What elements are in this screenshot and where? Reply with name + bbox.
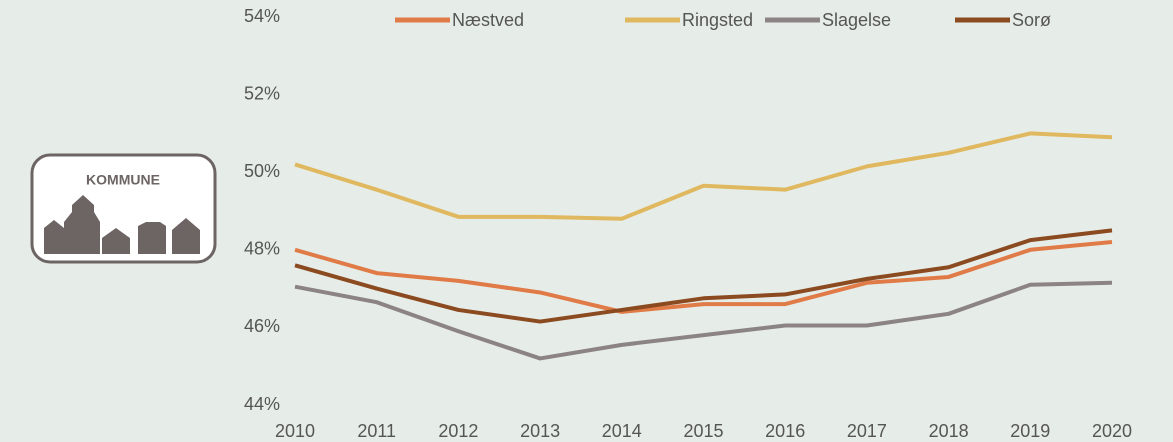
x-tick-label: 2016 [765, 421, 805, 441]
y-tick-label: 52% [244, 83, 280, 103]
x-tick-label: 2019 [1010, 421, 1050, 441]
logo-buildings [44, 195, 200, 254]
legend-label: Næstved [452, 10, 524, 30]
y-tick-label: 48% [244, 239, 280, 259]
series-line [294, 228, 1113, 324]
x-tick-label: 2015 [683, 421, 723, 441]
series-line [294, 240, 1113, 314]
series-line [294, 280, 1113, 361]
series-line [294, 131, 1113, 221]
y-tick-label: 54% [244, 6, 280, 26]
legend-label: Sorø [1012, 10, 1051, 30]
x-tick-label: 2014 [602, 421, 642, 441]
legend-label: Ringsted [682, 10, 753, 30]
x-tick-label: 2013 [520, 421, 560, 441]
x-tick-label: 2020 [1092, 421, 1132, 441]
y-tick-label: 50% [244, 161, 280, 181]
x-tick-label: 2018 [929, 421, 969, 441]
legend-label: Slagelse [822, 10, 891, 30]
x-tick-label: 2017 [847, 421, 887, 441]
x-tick-label: 2011 [357, 421, 396, 441]
logo: KOMMUNE [30, 153, 217, 264]
x-tick-label: 2012 [438, 421, 478, 441]
y-tick-label: 44% [244, 394, 280, 414]
y-tick-label: 46% [244, 316, 280, 336]
x-tick-label: 2010 [275, 421, 315, 441]
logo-text: KOMMUNE [86, 172, 160, 188]
